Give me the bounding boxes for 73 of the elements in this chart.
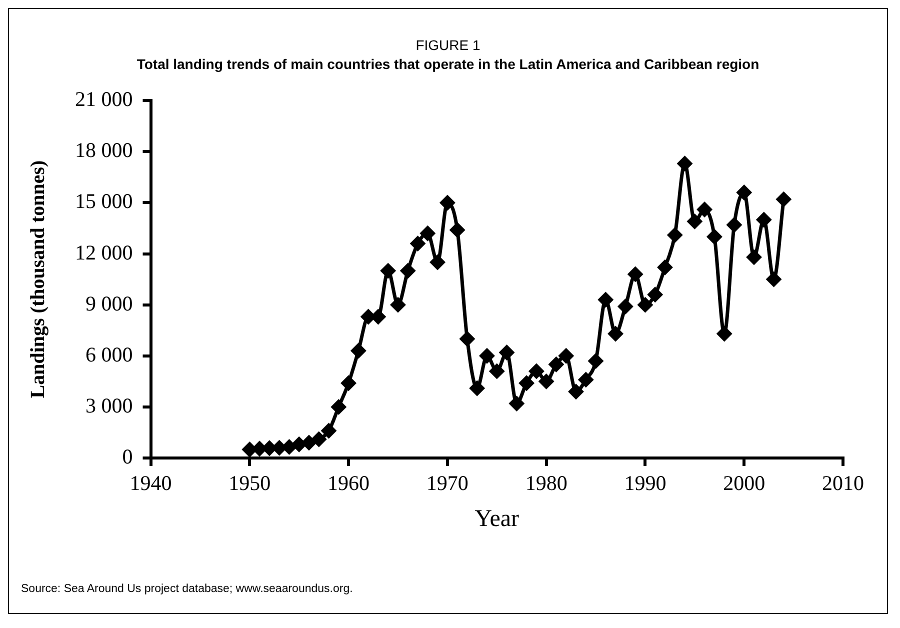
point [558, 348, 574, 364]
point [776, 192, 791, 207]
y-axis-title: Landings (thousand tonnes) [27, 160, 50, 398]
x-tick-label: 1950 [228, 471, 271, 496]
point [490, 364, 504, 378]
point [736, 185, 752, 200]
point [380, 264, 396, 278]
point [470, 380, 484, 396]
point [726, 218, 742, 232]
point [272, 440, 287, 456]
point [500, 345, 514, 360]
point [717, 326, 732, 342]
source-note: Source: Sea Around Us project database; www.seaaroundus.org. [21, 583, 353, 595]
point [440, 195, 455, 210]
chart-title: FIGURE 1 [414, 37, 482, 53]
point [460, 332, 474, 346]
point [678, 156, 692, 171]
point [668, 228, 682, 242]
x-tick-label: 1990 [624, 471, 666, 496]
point [618, 299, 633, 314]
x-axis-title: Year [474, 506, 519, 532]
point [568, 384, 584, 399]
point [638, 298, 652, 312]
x-tick-label: 2000 [723, 471, 766, 496]
point [351, 344, 366, 358]
point [292, 437, 306, 452]
point [648, 287, 662, 302]
point [252, 441, 267, 456]
x-tick-label: 2010 [822, 471, 864, 496]
point [420, 226, 435, 241]
point [410, 236, 426, 251]
point [588, 354, 604, 368]
point [430, 255, 445, 270]
point [658, 260, 672, 275]
point [766, 272, 782, 287]
point [608, 326, 623, 342]
point [598, 292, 613, 307]
point [746, 250, 762, 264]
chart-subtitle: Total landing trends of main countries that operate in the Latin America and Caribbean region [136, 56, 760, 72]
y-tick-label: 3 000 [86, 393, 133, 418]
x-tick-label: 1960 [328, 471, 370, 496]
point [480, 348, 494, 364]
y-tick-label: 6 000 [86, 342, 133, 366]
point [390, 298, 406, 312]
point [282, 440, 296, 454]
point [509, 396, 524, 411]
x-tick-label: 1970 [426, 471, 468, 496]
y-tick-label: 18 000 [75, 138, 133, 162]
point [302, 435, 316, 450]
point [697, 202, 712, 217]
point [341, 376, 356, 390]
point [331, 400, 346, 414]
y-tick-label: 12 000 [75, 240, 133, 264]
y-tick-label: 9 000 [86, 291, 133, 316]
point [312, 432, 326, 447]
point [322, 424, 336, 438]
x-tick-label: 1980 [525, 471, 568, 496]
point [707, 230, 722, 244]
point [529, 364, 544, 378]
point [628, 266, 643, 282]
point [400, 264, 416, 278]
point [242, 442, 257, 457]
x-tick-label: 1940 [130, 471, 172, 496]
y-tick-label: 15 000 [75, 189, 133, 214]
point [519, 376, 534, 390]
y-tick-label: 0 [122, 444, 133, 469]
point [687, 214, 702, 229]
point [539, 374, 554, 389]
point [756, 212, 772, 227]
y-tick-label: 21 000 [75, 87, 133, 112]
point [548, 357, 564, 372]
point [578, 372, 594, 387]
point [450, 222, 465, 238]
